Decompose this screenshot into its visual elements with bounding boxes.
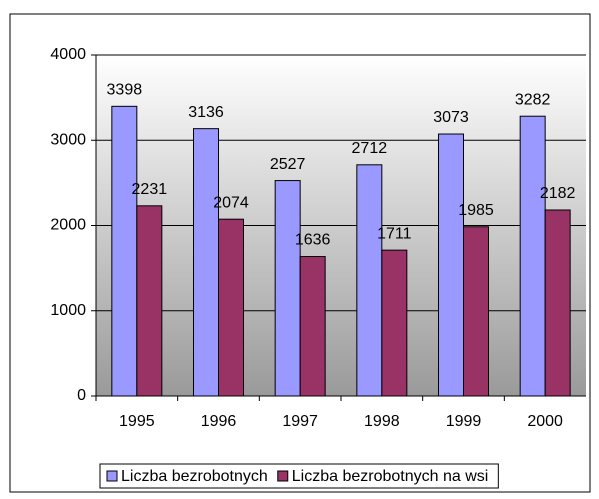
bar bbox=[136, 205, 163, 397]
y-tick-label: 4000 bbox=[50, 46, 86, 63]
legend-label: Liczba bezrobotnych bbox=[121, 468, 268, 485]
data-label: 3282 bbox=[515, 91, 551, 108]
x-tick-label: 1998 bbox=[364, 413, 400, 430]
data-label: 1985 bbox=[458, 202, 494, 219]
data-label: 3073 bbox=[433, 109, 469, 126]
data-label: 3398 bbox=[107, 82, 143, 99]
y-tick-label: 1000 bbox=[50, 302, 86, 319]
x-tick-label: 2000 bbox=[527, 413, 563, 430]
legend-label: Liczba bezrobotnych na wsi bbox=[292, 468, 489, 485]
bar bbox=[193, 128, 219, 397]
data-label: 2182 bbox=[540, 185, 576, 202]
y-tick-label: 3000 bbox=[50, 131, 86, 148]
data-label: 1711 bbox=[377, 225, 412, 242]
data-label: 2231 bbox=[132, 181, 168, 198]
legend-swatch bbox=[277, 470, 289, 482]
bar bbox=[356, 164, 383, 397]
x-tick-label: 1997 bbox=[282, 413, 318, 430]
bar bbox=[381, 249, 408, 397]
x-tick-label: 1996 bbox=[201, 413, 237, 430]
data-label: 2712 bbox=[352, 140, 388, 157]
x-tick-label: 1995 bbox=[119, 413, 155, 430]
bar bbox=[218, 218, 244, 397]
bar bbox=[274, 180, 301, 397]
y-tick-label: 2000 bbox=[50, 217, 86, 234]
bar bbox=[111, 105, 138, 397]
data-label: 3136 bbox=[188, 104, 224, 121]
bar bbox=[438, 133, 464, 397]
legend bbox=[99, 463, 499, 489]
x-tick-label: 1999 bbox=[446, 413, 482, 430]
legend-swatch bbox=[106, 470, 118, 482]
data-label: 2074 bbox=[213, 194, 249, 211]
y-tick-label: 0 bbox=[77, 387, 86, 404]
data-label: 2527 bbox=[270, 156, 306, 173]
bar bbox=[463, 226, 489, 397]
bar bbox=[299, 256, 326, 397]
data-label: 1636 bbox=[295, 232, 331, 249]
bar bbox=[519, 115, 546, 397]
bar bbox=[544, 209, 571, 397]
